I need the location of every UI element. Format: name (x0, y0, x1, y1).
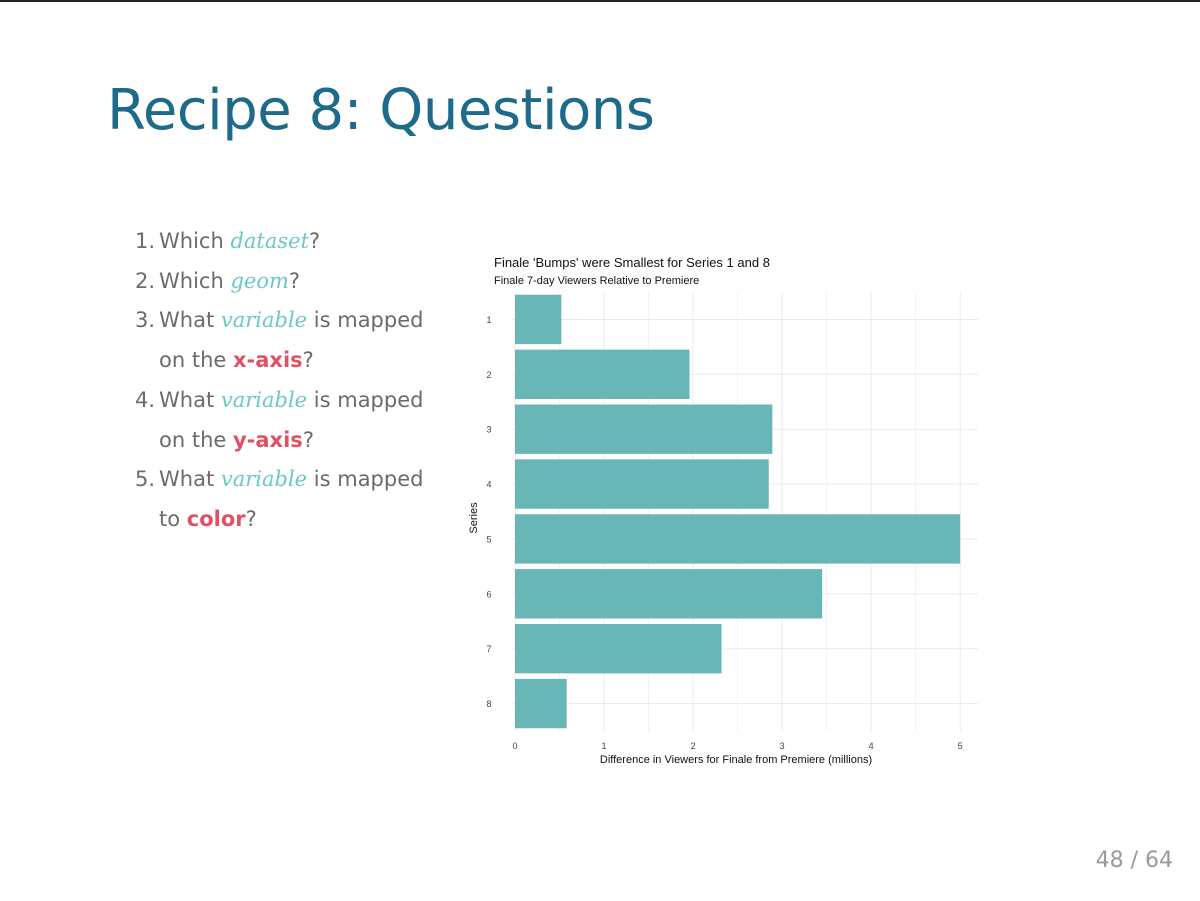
y-tick-label: 7 (486, 644, 491, 654)
question-highlight: y-axis (232, 427, 303, 452)
y-axis-label: Series (468, 502, 480, 534)
bar-series-3 (515, 404, 773, 454)
bar-chart: Finale 'Bumps' were Smallest for Series … (468, 255, 978, 766)
question-number: 5. (135, 467, 156, 492)
x-tick-labels: 0 1 2 3 4 5 (512, 741, 962, 751)
y-tick-label: 1 (486, 315, 491, 325)
question-list: 1. Which dataset? 2. Which geom? 3. What va… (135, 222, 435, 540)
y-tick-label: 4 (486, 480, 491, 490)
x-tick-label: 4 (869, 741, 874, 751)
question-text: What (159, 387, 221, 412)
page-total: 64 (1145, 848, 1173, 873)
page-indicator: 48 / 64 (1096, 848, 1173, 873)
question-keyword: dataset (230, 229, 310, 253)
y-tick-label: 3 (486, 425, 491, 435)
x-axis-label: Difference in Viewers for Finale from Pr… (600, 754, 872, 766)
bar-series-8 (515, 678, 567, 729)
question-text: ? (302, 348, 314, 373)
y-tick-label: 2 (486, 370, 491, 380)
question-text: is mapped on the (159, 308, 424, 373)
question-highlight: x-axis (232, 348, 303, 373)
y-tick-label: 5 (486, 534, 491, 544)
top-rule (0, 0, 1200, 2)
question-keyword: variable (220, 387, 308, 412)
chart-title: Finale 'Bumps' were Smallest for Series … (494, 255, 770, 270)
question-keyword: variable (220, 308, 308, 333)
x-tick-label: 1 (602, 741, 607, 751)
question-highlight: color (186, 506, 246, 531)
page-separator: / (1130, 848, 1138, 873)
x-tick-label: 2 (691, 741, 696, 751)
question-text: is mapped on the (159, 387, 424, 452)
question-number: 3. (135, 308, 156, 333)
question-text: ? (309, 229, 321, 253)
question-item: 3. What variable is mapped on the x-axis? (135, 301, 435, 380)
y-tick-labels: 1 2 3 4 5 6 7 8 (486, 315, 491, 709)
question-item: 5. What variable is mapped to color? (135, 460, 435, 539)
bar-series-1 (515, 294, 562, 345)
question-text: is mapped to (159, 467, 424, 531)
question-number: 2. (135, 268, 156, 293)
slide-title: Recipe 8: Questions (107, 78, 655, 143)
question-number: 4. (135, 387, 156, 412)
question-text: Which (159, 229, 231, 253)
y-tick-label: 6 (486, 589, 491, 599)
question-text: ? (302, 427, 314, 452)
question-text: What (159, 467, 221, 492)
bars (515, 294, 961, 729)
bar-series-4 (515, 459, 769, 509)
question-text: ? (288, 268, 301, 293)
question-text: What (159, 308, 221, 333)
bar-series-7 (515, 623, 722, 674)
x-tick-label: 0 (512, 741, 517, 751)
x-tick-label: 5 (958, 741, 963, 751)
bar-series-5 (515, 514, 961, 564)
question-keyword: variable (220, 467, 308, 492)
page-current: 48 (1095, 848, 1124, 873)
question-item: 1. Which dataset? (135, 222, 435, 262)
question-keyword: geom (230, 268, 289, 293)
question-item: 4. What variable is mapped on the y-axis? (135, 381, 435, 460)
question-text: Which (159, 268, 231, 293)
chart-subtitle: Finale 7-day Viewers Relative to Premier… (494, 275, 699, 287)
x-tick-label: 3 (780, 741, 785, 751)
question-number: 1. (135, 229, 156, 253)
question-item: 2. Which geom? (135, 262, 435, 302)
bar-series-6 (515, 569, 823, 619)
y-tick-label: 8 (486, 699, 491, 709)
bar-series-2 (515, 349, 690, 400)
question-text: ? (245, 506, 257, 531)
